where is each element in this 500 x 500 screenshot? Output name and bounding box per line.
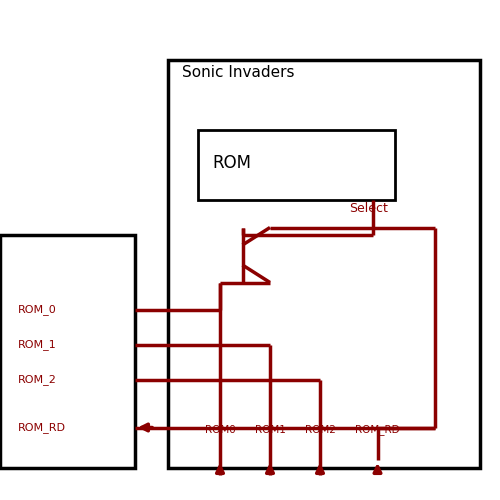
Text: Select: Select bbox=[348, 202, 388, 215]
Text: ROM1: ROM1 bbox=[254, 425, 286, 435]
Text: ROM_RD: ROM_RD bbox=[355, 424, 400, 435]
Text: ROM0: ROM0 bbox=[204, 425, 236, 435]
Text: ROM_1: ROM_1 bbox=[18, 340, 56, 350]
Text: ROM2: ROM2 bbox=[304, 425, 336, 435]
Text: ROM_RD: ROM_RD bbox=[18, 422, 66, 433]
Text: Sonic Invaders: Sonic Invaders bbox=[182, 65, 295, 80]
Text: ROM: ROM bbox=[212, 154, 252, 172]
Text: ROM_0: ROM_0 bbox=[18, 304, 56, 316]
Text: ROM_2: ROM_2 bbox=[18, 374, 56, 386]
